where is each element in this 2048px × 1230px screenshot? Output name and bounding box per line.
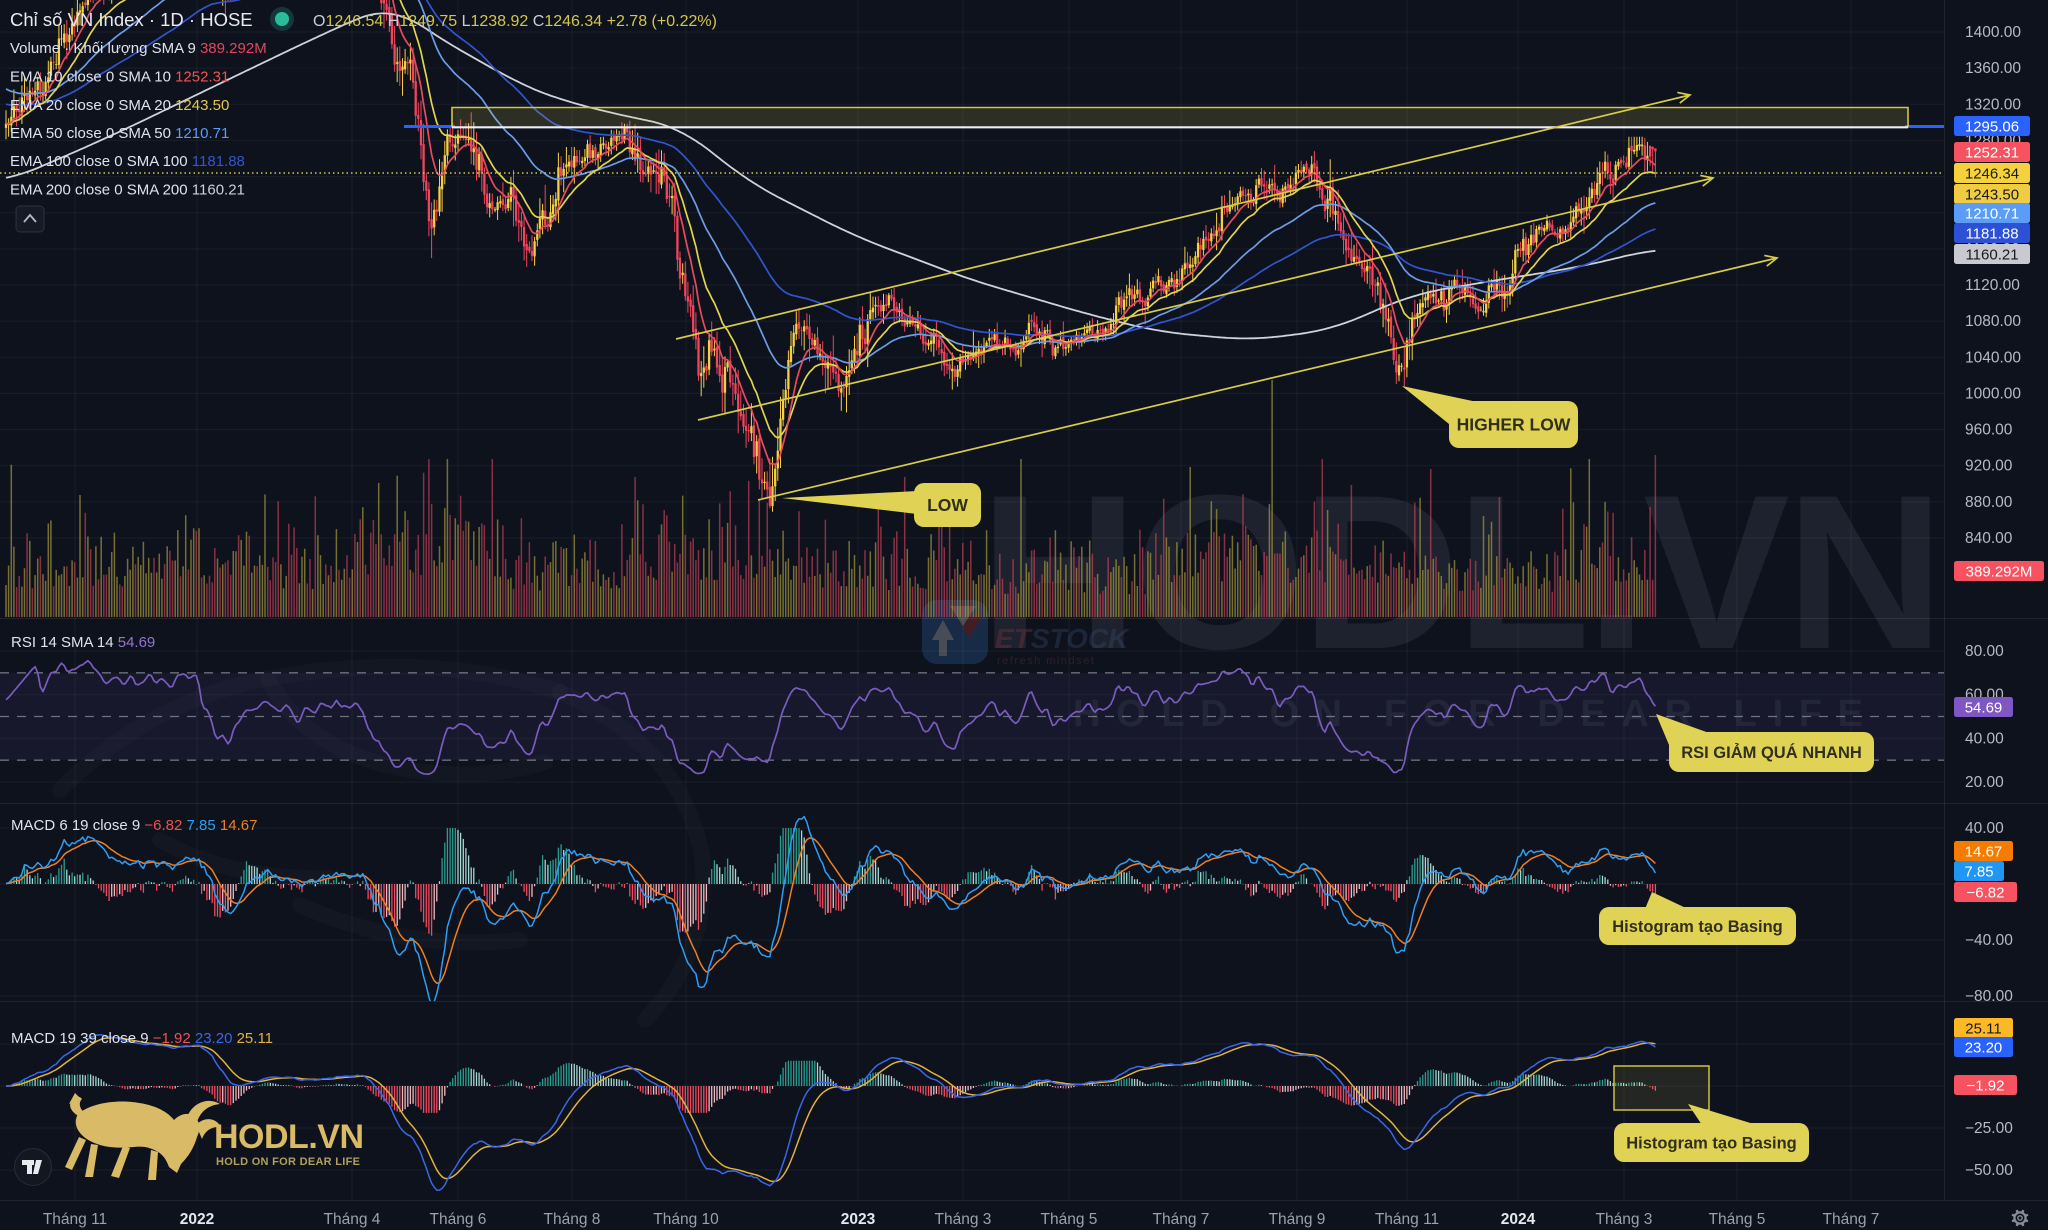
svg-text:RSI 14 SMA 14 54.69: RSI 14 SMA 14 54.69 (11, 634, 155, 651)
svg-text:1246.34: 1246.34 (1965, 166, 2019, 183)
svg-text:389.292M: 389.292M (1966, 564, 2033, 581)
svg-text:80.00: 80.00 (1965, 643, 2004, 660)
svg-text:1120.00: 1120.00 (1965, 277, 2020, 294)
svg-text:1360.00: 1360.00 (1965, 60, 2021, 77)
svg-text:Chỉ số VN Index · 1D · HOSE: Chỉ số VN Index · 1D · HOSE (10, 9, 253, 30)
svg-text:−6.82: −6.82 (1967, 885, 2005, 902)
svg-text:−80.00: −80.00 (1965, 988, 2013, 1005)
svg-text:40.00: 40.00 (1965, 730, 2004, 747)
svg-text:EMA 10 close 0 SMA 10 1252.31: EMA 10 close 0 SMA 10 1252.31 (10, 69, 229, 86)
svg-text:LOW: LOW (927, 495, 968, 515)
svg-text:Tháng 8: Tháng 8 (544, 1211, 601, 1228)
svg-text:Tháng 10: Tháng 10 (653, 1211, 719, 1228)
svg-text:Tháng 3: Tháng 3 (935, 1211, 992, 1228)
svg-text:Tháng 7: Tháng 7 (1153, 1211, 1210, 1228)
svg-text:O1246.54 H1249.75 L1238.92 C12: O1246.54 H1249.75 L1238.92 C1246.34 +2.7… (313, 13, 717, 30)
svg-text:EMA 50 close 0 SMA 50 1210.71: EMA 50 close 0 SMA 50 1210.71 (10, 125, 229, 142)
svg-text:MACD 6 19 close 9 −6.82 7.85: MACD 6 19 close 9 −6.82 7.85 14.67 (11, 817, 257, 834)
svg-text:EMA 20 close 0 SMA 20 1243.50: EMA 20 close 0 SMA 20 1243.50 (10, 97, 229, 114)
svg-text:2023: 2023 (841, 1211, 876, 1228)
svg-text:Volume · Khối lượng SMA 9 389: Volume · Khối lượng SMA 9 389.292M (10, 40, 267, 57)
svg-text:EMA 200 close 0 SMA 200 1160.: EMA 200 close 0 SMA 200 1160.21 (10, 182, 245, 199)
svg-text:Histogram tạo Basing: Histogram tạo Basing (1626, 1134, 1797, 1152)
svg-text:840.00: 840.00 (1965, 530, 2013, 547)
svg-text:ETSTOCK: ETSTOCK (995, 623, 1130, 654)
svg-text:−40.00: −40.00 (1965, 932, 2013, 949)
svg-text:Tháng 6: Tháng 6 (430, 1211, 487, 1228)
svg-text:20.00: 20.00 (1965, 774, 2004, 791)
svg-text:25.11: 25.11 (1965, 1021, 2001, 1038)
svg-text:Tháng 7: Tháng 7 (1823, 1211, 1880, 1228)
svg-text:Tháng 11: Tháng 11 (43, 1211, 107, 1228)
svg-text:960.00: 960.00 (1965, 422, 2013, 439)
svg-text:1080.00: 1080.00 (1965, 313, 2021, 330)
svg-text:Tháng 9: Tháng 9 (1269, 1211, 1326, 1228)
svg-text:RSI GIẢM QUÁ NHANH: RSI GIẢM QUÁ NHANH (1681, 743, 1862, 762)
svg-text:23.20: 23.20 (1965, 1040, 2003, 1057)
svg-text:880.00: 880.00 (1965, 494, 2013, 511)
svg-text:2022: 2022 (180, 1211, 214, 1228)
svg-text:2024: 2024 (1501, 1211, 1536, 1228)
svg-text:7.85: 7.85 (1964, 864, 1993, 881)
svg-text:−1.92: −1.92 (1967, 1078, 2005, 1095)
svg-text:HODL.VN: HODL.VN (214, 1118, 364, 1156)
svg-text:HOLD ON FOR DEAR LIFE: HOLD ON FOR DEAR LIFE (216, 1156, 360, 1168)
svg-text:−25.00: −25.00 (1965, 1120, 2013, 1137)
svg-text:Histogram tạo Basing: Histogram tạo Basing (1612, 918, 1783, 936)
svg-text:40.00: 40.00 (1965, 820, 2004, 837)
svg-text:refresh mindset: refresh mindset (997, 655, 1095, 667)
svg-text:54.69: 54.69 (1965, 700, 2003, 717)
svg-text:1243.50: 1243.50 (1965, 187, 2019, 204)
svg-text:1252.31: 1252.31 (1965, 145, 2019, 162)
svg-text:1040.00: 1040.00 (1965, 349, 2021, 366)
svg-text:Tháng 4: Tháng 4 (324, 1211, 381, 1228)
svg-text:EMA 100 close 0 SMA 100 1181.: EMA 100 close 0 SMA 100 1181.88 (10, 153, 245, 170)
svg-text:1320.00: 1320.00 (1965, 96, 2021, 113)
svg-text:920.00: 920.00 (1965, 458, 2013, 475)
svg-text:Tháng 5: Tháng 5 (1041, 1211, 1098, 1228)
svg-text:−50.00: −50.00 (1965, 1162, 2013, 1179)
svg-text:1210.71: 1210.71 (1965, 206, 2019, 223)
svg-text:1181.88: 1181.88 (1965, 226, 2018, 243)
svg-text:HIGHER LOW: HIGHER LOW (1457, 415, 1571, 435)
svg-text:14.67: 14.67 (1965, 844, 2003, 861)
svg-text:1295.06: 1295.06 (1965, 119, 2019, 136)
svg-text:Tháng 11: Tháng 11 (1375, 1211, 1439, 1228)
svg-text:MACD 19 39 close 9 −1.92 23.2: MACD 19 39 close 9 −1.92 23.20 25.11 (11, 1030, 273, 1047)
svg-text:Tháng 5: Tháng 5 (1709, 1211, 1766, 1228)
svg-text:1400.00: 1400.00 (1965, 24, 2021, 41)
svg-text:Tháng 3: Tháng 3 (1596, 1211, 1653, 1228)
svg-text:1000.00: 1000.00 (1965, 385, 2021, 402)
svg-text:1160.21: 1160.21 (1965, 247, 2018, 264)
